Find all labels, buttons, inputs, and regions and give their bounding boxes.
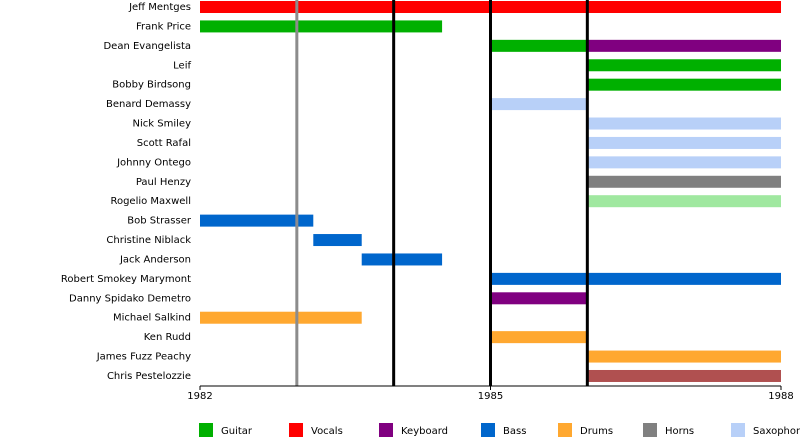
bar bbox=[490, 98, 588, 111]
bar bbox=[200, 20, 443, 33]
row-label: Johnny Ontego bbox=[116, 157, 191, 168]
row-label: Jeff Mentges bbox=[128, 2, 191, 13]
legend-swatch bbox=[289, 423, 303, 437]
legend-label: Saxophone bbox=[753, 426, 800, 437]
legend-swatch bbox=[199, 423, 213, 437]
legend-label: Drums bbox=[580, 426, 613, 437]
bar bbox=[490, 292, 588, 305]
x-tick-label: 1982 bbox=[187, 391, 212, 402]
row-label: Michael Salkind bbox=[113, 313, 191, 324]
row-label: Christine Niblack bbox=[106, 235, 191, 246]
bar bbox=[587, 78, 781, 91]
bar bbox=[490, 331, 588, 344]
bar bbox=[587, 156, 781, 169]
legend-label: Bass bbox=[503, 426, 526, 437]
legend-label: Guitar bbox=[221, 426, 253, 437]
legend-swatch bbox=[643, 423, 657, 437]
row-label: Paul Henzy bbox=[136, 177, 191, 188]
bar bbox=[587, 369, 781, 382]
row-label: Danny Spidako Demetro bbox=[69, 293, 191, 304]
bar bbox=[490, 39, 588, 52]
bar bbox=[200, 311, 362, 324]
row-label: Dean Evangelista bbox=[103, 41, 191, 52]
row-label: James Fuzz Peachy bbox=[96, 352, 191, 363]
bar bbox=[587, 136, 781, 149]
bar bbox=[200, 214, 314, 227]
bar bbox=[490, 272, 781, 285]
bar bbox=[587, 59, 781, 72]
row-label: Ken Rudd bbox=[144, 332, 191, 343]
row-label: Bobby Birdsong bbox=[112, 80, 191, 91]
row-label: Frank Price bbox=[136, 21, 191, 32]
row-label: Leif bbox=[173, 60, 191, 71]
legend-label: Horns bbox=[665, 426, 694, 437]
row-label: Jack Anderson bbox=[119, 254, 191, 265]
row-label: Scott Rafal bbox=[137, 138, 191, 149]
bar bbox=[361, 253, 443, 266]
row-label: Nick Smiley bbox=[133, 119, 192, 130]
bar bbox=[587, 175, 781, 188]
bar bbox=[313, 234, 362, 247]
bar bbox=[587, 195, 781, 208]
x-tick-label: 1988 bbox=[768, 391, 793, 402]
row-label: Bob Strasser bbox=[127, 216, 192, 227]
row-label: Rogelio Maxwell bbox=[110, 196, 191, 207]
bar bbox=[587, 350, 781, 363]
legend-swatch bbox=[558, 423, 572, 437]
bar bbox=[587, 117, 781, 130]
legend-swatch bbox=[731, 423, 745, 437]
legend-label: Vocals bbox=[311, 426, 343, 437]
row-label: Benard Demassy bbox=[106, 99, 191, 110]
row-label: Chris Pestelozzie bbox=[107, 371, 191, 382]
legend-swatch bbox=[481, 423, 495, 437]
legend-label: Keyboard bbox=[401, 426, 448, 437]
bar bbox=[587, 39, 781, 52]
legend-swatch bbox=[379, 423, 393, 437]
row-label: Robert Smokey Marymont bbox=[61, 274, 191, 285]
x-tick-label: 1985 bbox=[478, 391, 503, 402]
